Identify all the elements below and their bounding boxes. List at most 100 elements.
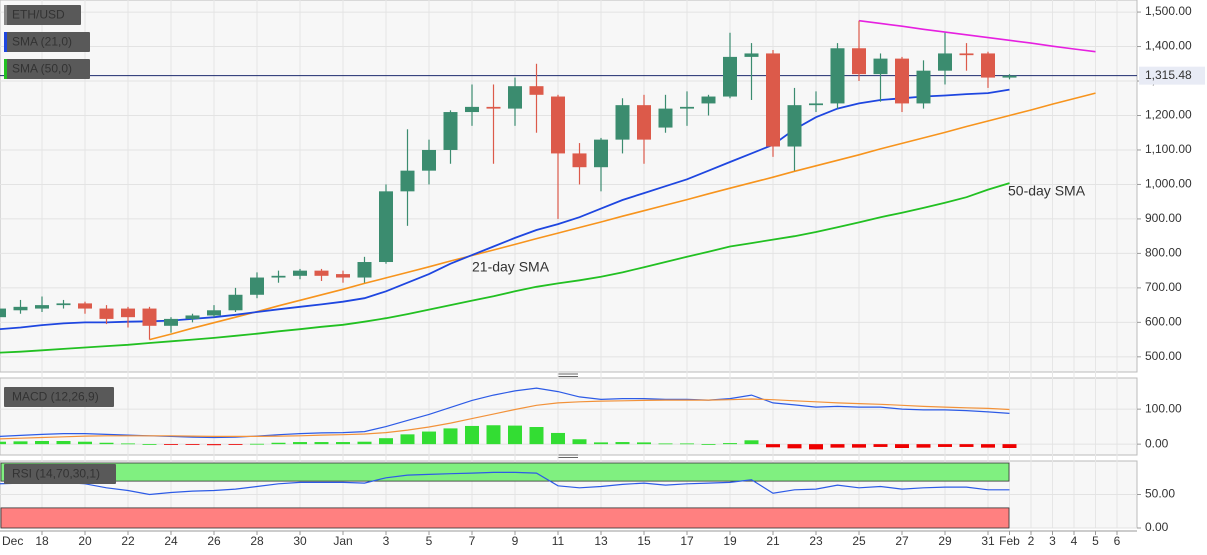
x-tick-label: 27 — [895, 534, 909, 548]
macd-histogram-bar — [121, 443, 135, 445]
x-tick-label: 17 — [680, 534, 694, 548]
y-tick-label: 900.00 — [1145, 211, 1182, 225]
candle-body — [723, 56, 737, 97]
x-tick-label: 25 — [852, 534, 866, 548]
candle-body — [981, 53, 995, 78]
candle-body — [809, 103, 823, 106]
y-tick-label: 50.00 — [1145, 487, 1175, 501]
macd-histogram-bar — [99, 442, 114, 445]
macd-histogram-bar — [164, 444, 178, 445]
y-tick-label: 800.00 — [1145, 246, 1182, 260]
candle-body — [744, 53, 759, 57]
candle-body — [357, 262, 372, 278]
x-tick-label: 6 — [1114, 534, 1121, 548]
candle-body — [701, 96, 716, 104]
macd-histogram-bar — [701, 444, 716, 445]
trend-line — [858, 19, 1096, 53]
macd-panel — [0, 377, 1138, 456]
candle-body — [873, 58, 888, 75]
x-tick-label: 21 — [766, 534, 780, 548]
candle-body — [895, 58, 909, 104]
x-tick-label: 9 — [512, 534, 519, 548]
candle-body — [422, 149, 436, 171]
trend-line — [149, 92, 1096, 341]
candle-body — [658, 108, 673, 128]
macd-histogram-bar — [895, 444, 909, 448]
macd-histogram-bar — [529, 427, 544, 445]
x-tick-label: 5 — [426, 534, 433, 548]
macd-histogram-bar — [615, 442, 630, 445]
macd-histogram-bar — [830, 444, 845, 448]
macd-histogram-bar — [766, 444, 780, 448]
candle-body — [529, 86, 544, 95]
macd-histogram-bar — [680, 443, 694, 445]
x-tick-label: 3 — [1049, 534, 1056, 548]
legend-label: SMA (50,0) — [12, 62, 72, 76]
y-tick-label: 0.00 — [1145, 436, 1169, 450]
legend-box — [4, 5, 81, 25]
annotation: 21-day SMA — [472, 259, 550, 275]
x-tick-label: 15 — [637, 534, 651, 548]
candle-body — [916, 70, 931, 104]
y-tick-label: 1,400.00 — [1145, 39, 1192, 53]
sma-line — [0, 182, 1010, 354]
x-tick-label: 30 — [293, 534, 307, 548]
candle-body — [852, 48, 866, 75]
candle-body — [271, 275, 286, 278]
macd-histogram-bar — [658, 443, 673, 445]
macd-histogram-bar — [56, 441, 71, 445]
candle-body — [0, 308, 6, 318]
legend-swatch — [4, 32, 7, 52]
macd-histogram-bar — [486, 425, 501, 445]
x-tick-label: 20 — [78, 534, 92, 548]
macd-histogram-bar — [551, 432, 565, 445]
candle-body — [1002, 75, 1017, 78]
legend-swatch — [4, 59, 7, 79]
macd-histogram-bar — [744, 440, 759, 445]
macd-histogram-bar — [938, 444, 952, 447]
macd-histogram-bar — [916, 444, 931, 448]
candle-body — [379, 191, 393, 263]
y-tick-label: 700.00 — [1145, 280, 1182, 294]
macd-histogram-bar — [594, 442, 608, 445]
macd-histogram-bar — [852, 444, 866, 448]
macd-histogram-bar — [508, 425, 522, 445]
y-tick-label: 1,500.00 — [1145, 4, 1192, 18]
y-tick-label: 500.00 — [1145, 349, 1182, 363]
legend-label: SMA (21,0) — [12, 35, 72, 49]
legend-box — [4, 464, 116, 484]
macd-histogram-bar — [13, 441, 28, 445]
macd-histogram-bar — [981, 444, 995, 448]
panel-handle[interactable] — [558, 373, 578, 458]
candle-body — [207, 310, 221, 316]
macd-histogram-bar — [35, 441, 49, 445]
macd-histogram-bar — [1002, 444, 1017, 448]
candle-body — [142, 308, 157, 326]
candle-body — [164, 318, 178, 326]
y-tick-label: 600.00 — [1145, 315, 1182, 329]
x-tick-label: 26 — [207, 534, 221, 548]
candle-body — [486, 106, 501, 109]
candle-body — [615, 105, 630, 140]
macd-histogram-bar — [271, 442, 286, 445]
x-tick-label: 23 — [809, 534, 823, 548]
candle-body — [35, 305, 49, 309]
candle-body — [680, 106, 694, 109]
macd-histogram-bar — [637, 442, 651, 445]
x-tick-label: 7 — [469, 534, 476, 548]
candle-body — [938, 53, 952, 71]
candle-body — [594, 139, 608, 168]
candle-body — [78, 303, 92, 309]
candle-body — [185, 315, 200, 319]
candle-body — [551, 96, 565, 154]
legend-box — [4, 32, 90, 52]
x-tick-label: 18 — [35, 534, 49, 548]
candle-body — [56, 303, 71, 306]
rsi-band — [0, 507, 1010, 529]
candle-body — [830, 48, 845, 104]
x-tick-label: 24 — [164, 534, 178, 548]
macd-histogram-bar — [293, 442, 307, 445]
x-tick-label: 3 — [383, 534, 390, 548]
